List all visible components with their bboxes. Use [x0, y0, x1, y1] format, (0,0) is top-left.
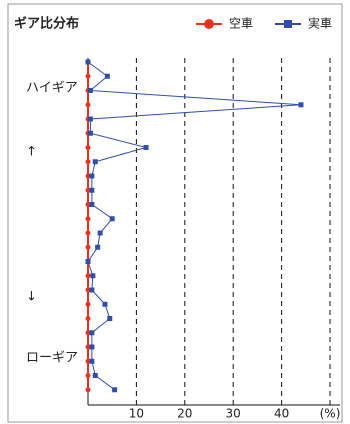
marker	[85, 73, 91, 79]
marker	[87, 88, 93, 93]
marker	[85, 173, 91, 179]
x-tick-label: 10	[129, 407, 144, 421]
marker	[89, 202, 95, 207]
marker	[85, 387, 91, 393]
marker	[92, 373, 98, 378]
marker	[90, 273, 96, 279]
x-tick-label: 40	[274, 407, 289, 421]
marker	[97, 230, 103, 236]
marker	[87, 130, 93, 136]
marker	[85, 301, 91, 307]
marker	[89, 287, 95, 293]
marker	[85, 330, 91, 336]
annotation: ↑	[26, 145, 37, 160]
marker	[89, 330, 95, 336]
annotation: ローギア	[26, 351, 78, 366]
marker	[87, 116, 93, 122]
marker	[85, 344, 91, 350]
marker	[85, 316, 91, 321]
marker	[85, 358, 91, 364]
x-tick-label: 30	[226, 407, 241, 421]
marker	[143, 145, 149, 150]
marker	[85, 273, 91, 279]
marker	[85, 59, 91, 65]
marker	[85, 102, 91, 108]
marker	[89, 358, 95, 364]
marker	[85, 244, 91, 250]
marker	[107, 316, 113, 321]
marker	[112, 387, 118, 393]
marker	[109, 216, 115, 222]
legend-marker	[204, 19, 214, 29]
marker	[102, 301, 108, 307]
marker	[85, 159, 91, 165]
marker	[85, 287, 91, 293]
marker	[89, 344, 95, 350]
marker	[85, 373, 91, 378]
x-tick-label: 20	[177, 407, 192, 421]
chart-title: ギア比分布	[14, 16, 79, 32]
marker	[85, 259, 91, 264]
series-line	[87, 61, 301, 391]
marker	[85, 216, 91, 222]
legend-marker	[284, 20, 292, 28]
legend-label: 空車	[229, 17, 253, 31]
marker	[92, 159, 98, 165]
marker	[89, 173, 95, 179]
marker	[85, 230, 91, 236]
annotation: ハイギア	[26, 81, 78, 96]
marker	[85, 145, 91, 150]
marker	[95, 244, 101, 250]
marker	[85, 202, 91, 207]
marker	[298, 102, 304, 108]
marker	[85, 187, 91, 193]
annotation: ↓	[26, 290, 37, 305]
frame	[7, 3, 343, 423]
marker	[104, 73, 110, 79]
legend-label: 実車	[308, 16, 332, 31]
x-tick-label: (%)	[320, 407, 341, 421]
marker	[89, 187, 95, 193]
